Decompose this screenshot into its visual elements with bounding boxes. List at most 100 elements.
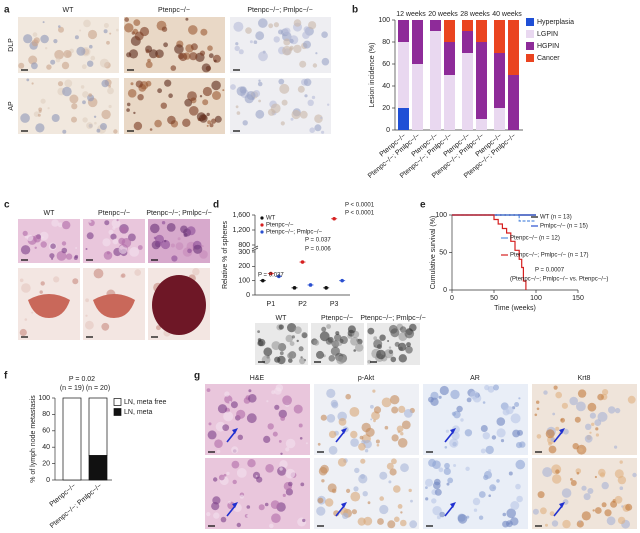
tissue-texture [208,53,214,59]
tissue-texture [387,520,396,529]
micrograph [532,384,637,455]
tissue-texture [231,446,239,454]
tissue-texture [207,430,217,440]
tissue-texture [606,516,616,526]
tissue-texture [281,99,288,106]
tissue-texture [56,251,67,261]
tissue-texture [137,245,143,250]
tissue-texture [150,223,160,234]
tissue-texture [21,283,31,293]
micrograph [255,323,308,365]
tissue-texture [451,411,456,416]
tissue-texture [496,417,506,426]
tissue-texture [101,79,109,88]
tissue-texture [496,428,506,438]
bar-segment [508,75,519,130]
tissue-texture [390,356,397,363]
tissue-texture [39,290,43,294]
tissue-texture [96,128,101,133]
micrograph [314,384,419,455]
tissue-texture [278,78,285,85]
tissue-texture [133,111,136,115]
y-tick-label: 0 [386,127,390,134]
tissue-texture [170,65,177,71]
tissue-texture [20,245,31,255]
tissue-texture [57,222,63,228]
tissue-texture [255,31,265,41]
column-label: Ptenpc−/−; Pmlpc−/− [360,315,425,322]
panel-letter: b [352,5,358,16]
tissue-texture [299,357,306,365]
tissue-texture [585,423,592,430]
tissue-texture [291,335,295,339]
micrograph [18,78,119,134]
tissue-texture [542,467,553,478]
tissue-texture [346,488,351,493]
count-label: (n = 20) [86,385,110,392]
tissue-texture [321,479,325,483]
tissue-texture [261,355,271,365]
tissue-texture [256,476,263,483]
tissue-texture [466,397,472,403]
tissue-texture [80,85,85,89]
arrow-head [341,502,347,508]
tissue-texture [113,129,118,134]
micrograph [83,219,145,263]
tissue-texture [99,58,109,68]
tissue-texture [135,80,143,88]
tissue-texture [373,339,383,349]
tissue-texture [42,21,45,24]
tissue-texture [543,390,548,395]
tissue-texture [274,404,280,410]
tissue-texture [75,247,78,249]
tissue-texture [228,500,231,504]
tissue-texture [472,497,481,506]
micrograph [423,384,528,455]
tissue-texture [167,115,176,125]
tissue-texture [283,38,291,46]
tissue-texture [401,420,411,430]
tissue-texture [581,511,591,521]
tissue-texture [236,468,247,478]
tissue-texture [258,51,268,62]
tissue-texture [120,226,128,234]
tissue-texture [245,27,252,34]
bar-segment [88,455,108,481]
column-label: Ptenpc−/−; Pmlpc−/− [247,7,312,14]
legend-swatch [113,398,122,406]
tissue-texture [312,63,318,68]
tissue-texture [393,485,401,493]
tissue-texture [133,121,143,131]
x-tick-label: 50 [490,295,498,302]
bar-segment [462,20,473,31]
tissue-texture [193,244,203,254]
tissue-texture [19,328,27,337]
tissue-texture [106,40,110,45]
panel-letter: d [213,200,219,211]
tissue-texture [400,511,403,514]
tissue-texture [364,449,369,453]
tissue-texture [37,113,41,117]
tissue-texture [425,486,428,489]
tissue-texture [277,466,287,476]
tissue-texture [293,19,302,27]
tissue-texture [145,61,153,69]
tissue-texture [400,519,407,527]
tissue-texture [478,491,486,498]
tissue-texture [290,117,294,121]
tissue-texture [49,253,55,259]
micrograph-bg [205,458,310,529]
y-tick-label: 0 [246,292,250,299]
tissue-texture [354,467,360,474]
tissue-texture [297,85,305,93]
tissue-texture [282,45,292,56]
tissue-texture [285,334,294,343]
tissue-texture [118,237,126,245]
tissue-texture [379,504,389,515]
tissue-texture [279,351,284,356]
tissue-texture [206,388,211,392]
tissue-texture [516,495,523,503]
tissue-texture [464,429,473,437]
tissue-texture [229,401,232,404]
tissue-texture [353,486,359,492]
